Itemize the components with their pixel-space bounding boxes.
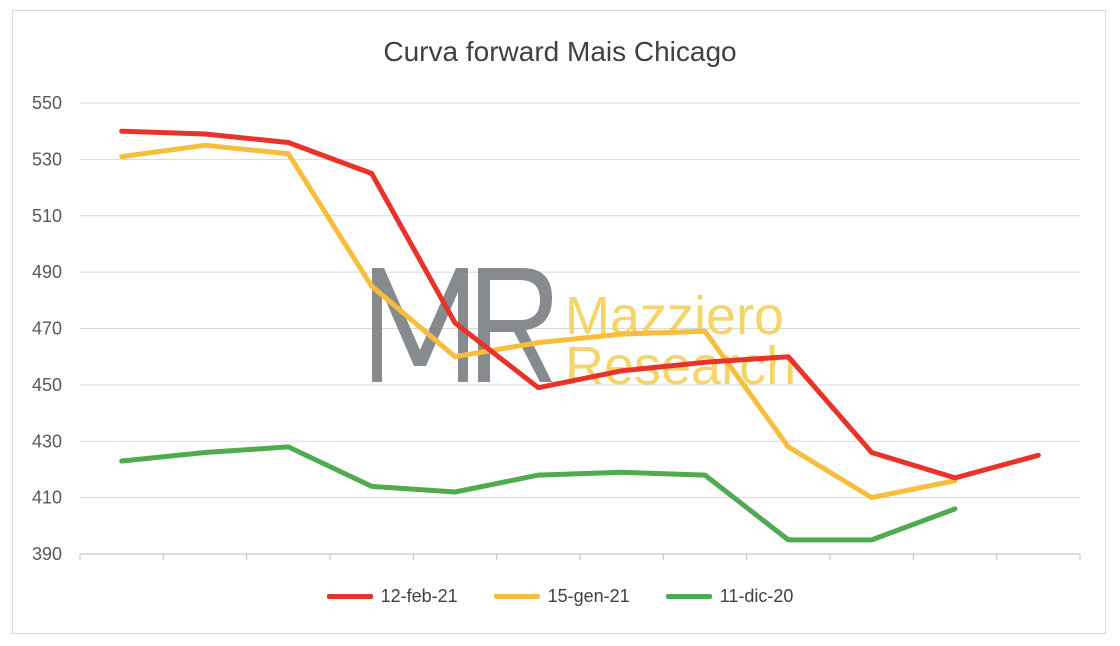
legend-swatch [665,594,712,599]
y-tick-label: 390 [32,544,62,564]
series-line-11-dic-20 [119,444,958,543]
y-tick-label: 430 [32,431,62,451]
legend-item: 11-dic-20 [665,586,794,607]
y-tick-label: 510 [32,206,62,226]
legend-swatch [493,594,540,599]
y-tick-label: 410 [32,488,62,508]
y-tick-label: 550 [32,93,62,113]
chart-frame [12,10,1106,634]
y-tick-label: 470 [32,319,62,339]
legend-item: 12-feb-21 [326,586,458,607]
chart-title: Curva forward Mais Chicago [383,36,737,67]
legend: 12-feb-21 15-gen-21 11-dic-20 [0,586,1120,607]
y-tick-label: 530 [32,149,62,169]
y-axis-tick-labels: 550 530 510 490 470 450 430 410 390 [32,93,62,564]
legend-label: 15-gen-21 [547,586,630,606]
legend-swatch [326,594,373,599]
mr-logo-icon [372,268,552,382]
y-tick-label: 490 [32,262,62,282]
gridlines [79,102,1081,560]
mazziero-research-watermark: Mazziero Research [372,268,796,396]
y-tick-label: 450 [32,375,62,395]
series-line-12-feb-21 [119,128,1041,481]
series-line-15-gen-21 [119,142,958,501]
series-lines [119,128,1041,543]
legend-label: 11-dic-20 [719,586,794,606]
legend-item: 15-gen-21 [493,586,630,607]
legend-label: 12-feb-21 [380,586,458,606]
